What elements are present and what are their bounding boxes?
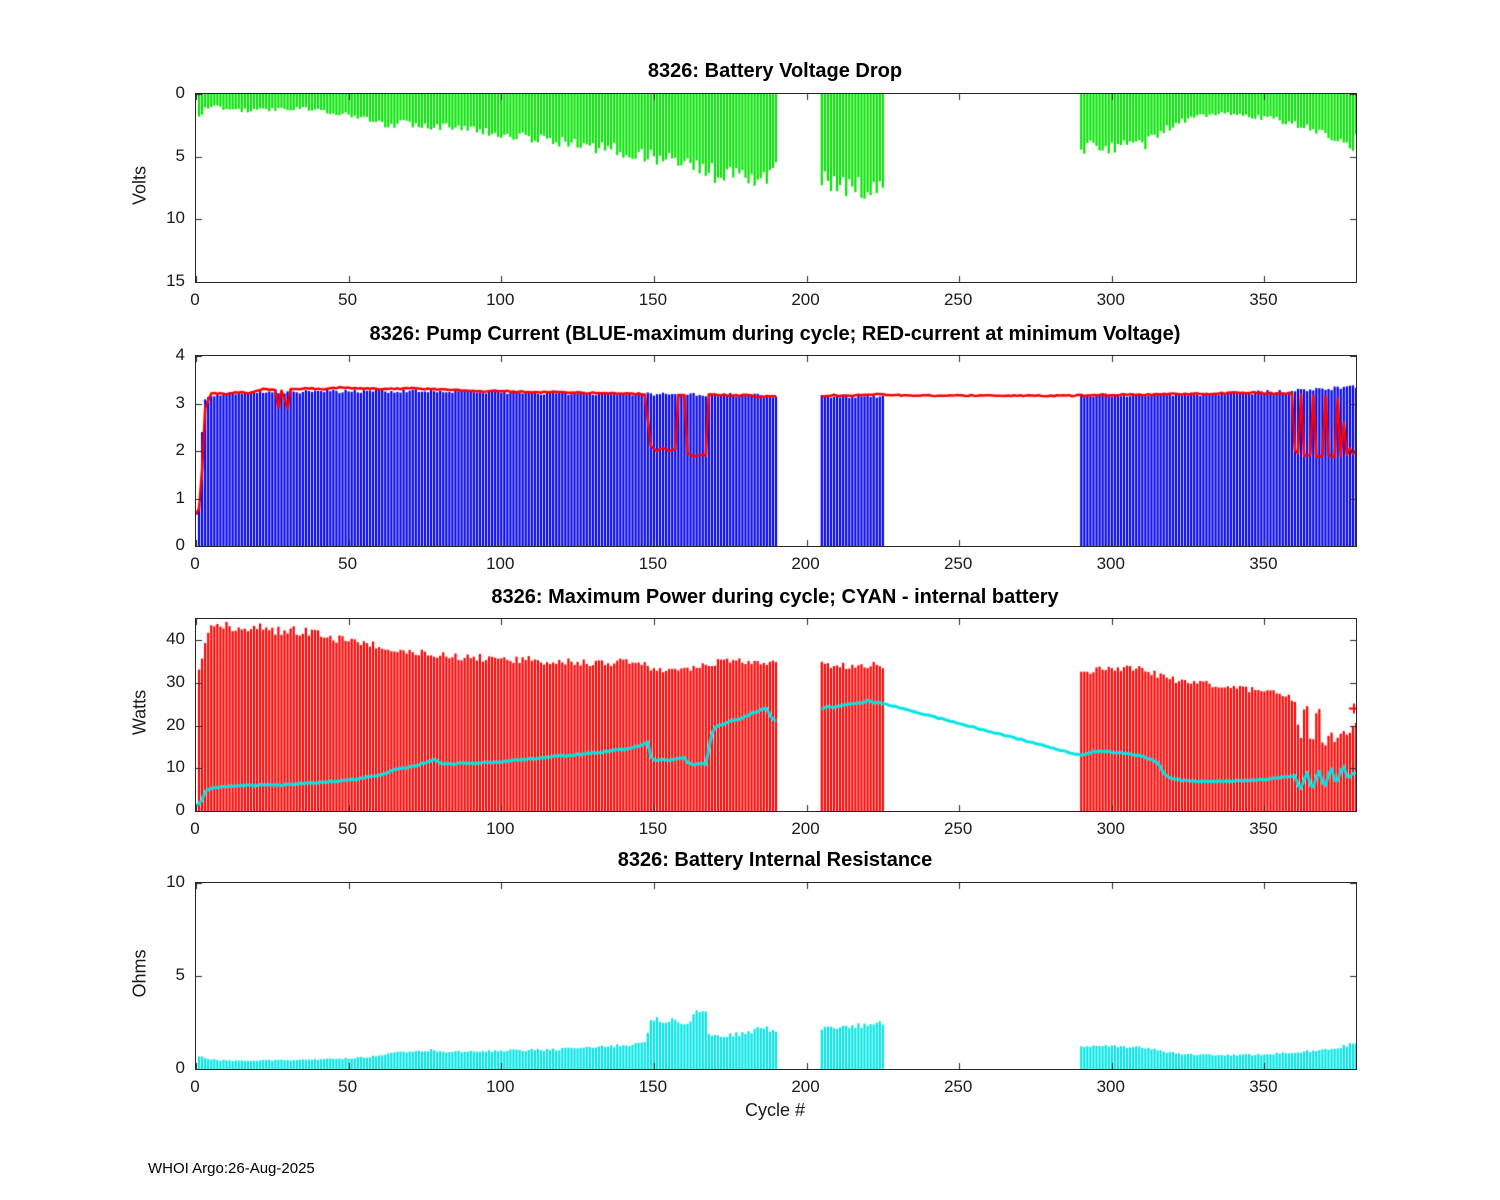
x-axis-label: Cycle # — [744, 1100, 806, 1120]
y-tick-label: 0 — [175, 800, 185, 819]
x-tick-label: 250 — [943, 554, 973, 573]
x-tick-label: 50 — [338, 290, 358, 309]
x-tick-label: 50 — [338, 819, 358, 838]
y-tick-label: 2 — [175, 440, 185, 459]
x-tick-label: 300 — [1096, 819, 1125, 838]
x-tick-label: 100 — [486, 819, 515, 838]
x-tick-label: 300 — [1096, 1077, 1125, 1096]
x-tick-label: 150 — [638, 554, 668, 573]
power-plot-title: 8326: Maximum Power during cycle; CYAN -… — [491, 586, 1059, 608]
x-tick-label: 200 — [791, 290, 820, 309]
x-tick-label: 50 — [338, 554, 358, 573]
x-tick-label: 0 — [190, 290, 200, 309]
y-tick-label: 0 — [175, 83, 185, 102]
y-tick-label: 5 — [175, 145, 185, 165]
figure-footer: WHOI Argo:26-Aug-2025 — [148, 1160, 315, 1177]
voltage-plot-title: 8326: Battery Voltage Drop — [647, 60, 903, 82]
x-tick-label: 0 — [190, 554, 200, 573]
y-tick-label: 5 — [175, 965, 185, 984]
y-tick-label: 1 — [175, 487, 185, 507]
x-tick-label: 0 — [190, 819, 200, 838]
y-tick-label: 3 — [175, 392, 185, 412]
x-tick-label: 200 — [791, 554, 820, 573]
x-tick-label: 350 — [1249, 290, 1278, 309]
power-plot-canvas — [195, 618, 1357, 812]
y-tick-label: 10 — [166, 872, 185, 891]
resistance-plot-canvas — [195, 882, 1357, 1070]
y-tick-label: 10 — [166, 757, 185, 777]
y-tick-label: 10 — [166, 208, 185, 228]
voltage-y-axis-label: Volts — [129, 165, 150, 206]
x-tick-label: 150 — [638, 819, 668, 838]
x-tick-label: 300 — [1096, 290, 1125, 309]
voltage-plot-canvas — [195, 93, 1357, 283]
x-tick-label: 100 — [486, 1077, 515, 1096]
x-tick-label: 0 — [190, 1077, 200, 1096]
current-plot-title: 8326: Pump Current (BLUE-maximum during … — [369, 323, 1181, 345]
y-tick-label: 0 — [175, 1058, 185, 1077]
resistance-plot-title: 8326: Battery Internal Resistance — [617, 849, 933, 871]
x-tick-label: 200 — [791, 819, 820, 838]
y-tick-label: 15 — [166, 271, 185, 290]
x-tick-label: 350 — [1249, 554, 1278, 573]
x-tick-label: 350 — [1249, 819, 1278, 838]
x-tick-label: 50 — [338, 1077, 358, 1096]
y-tick-label: 0 — [175, 535, 185, 554]
y-tick-label: 40 — [166, 629, 185, 649]
x-tick-label: 200 — [791, 1077, 820, 1096]
y-tick-label: 30 — [166, 672, 185, 691]
x-tick-label: 250 — [943, 290, 973, 309]
y-tick-label: 20 — [166, 714, 185, 734]
current-plot-canvas — [195, 355, 1357, 547]
x-tick-label: 150 — [638, 1077, 668, 1096]
y-tick-label: 4 — [175, 345, 185, 364]
x-tick-label: 100 — [486, 290, 515, 309]
x-tick-label: 250 — [943, 819, 973, 838]
x-tick-label: 150 — [638, 290, 668, 309]
x-tick-label: 300 — [1096, 554, 1125, 573]
x-tick-label: 350 — [1249, 1077, 1278, 1096]
x-tick-label: 100 — [486, 554, 515, 573]
x-tick-label: 250 — [943, 1077, 973, 1096]
